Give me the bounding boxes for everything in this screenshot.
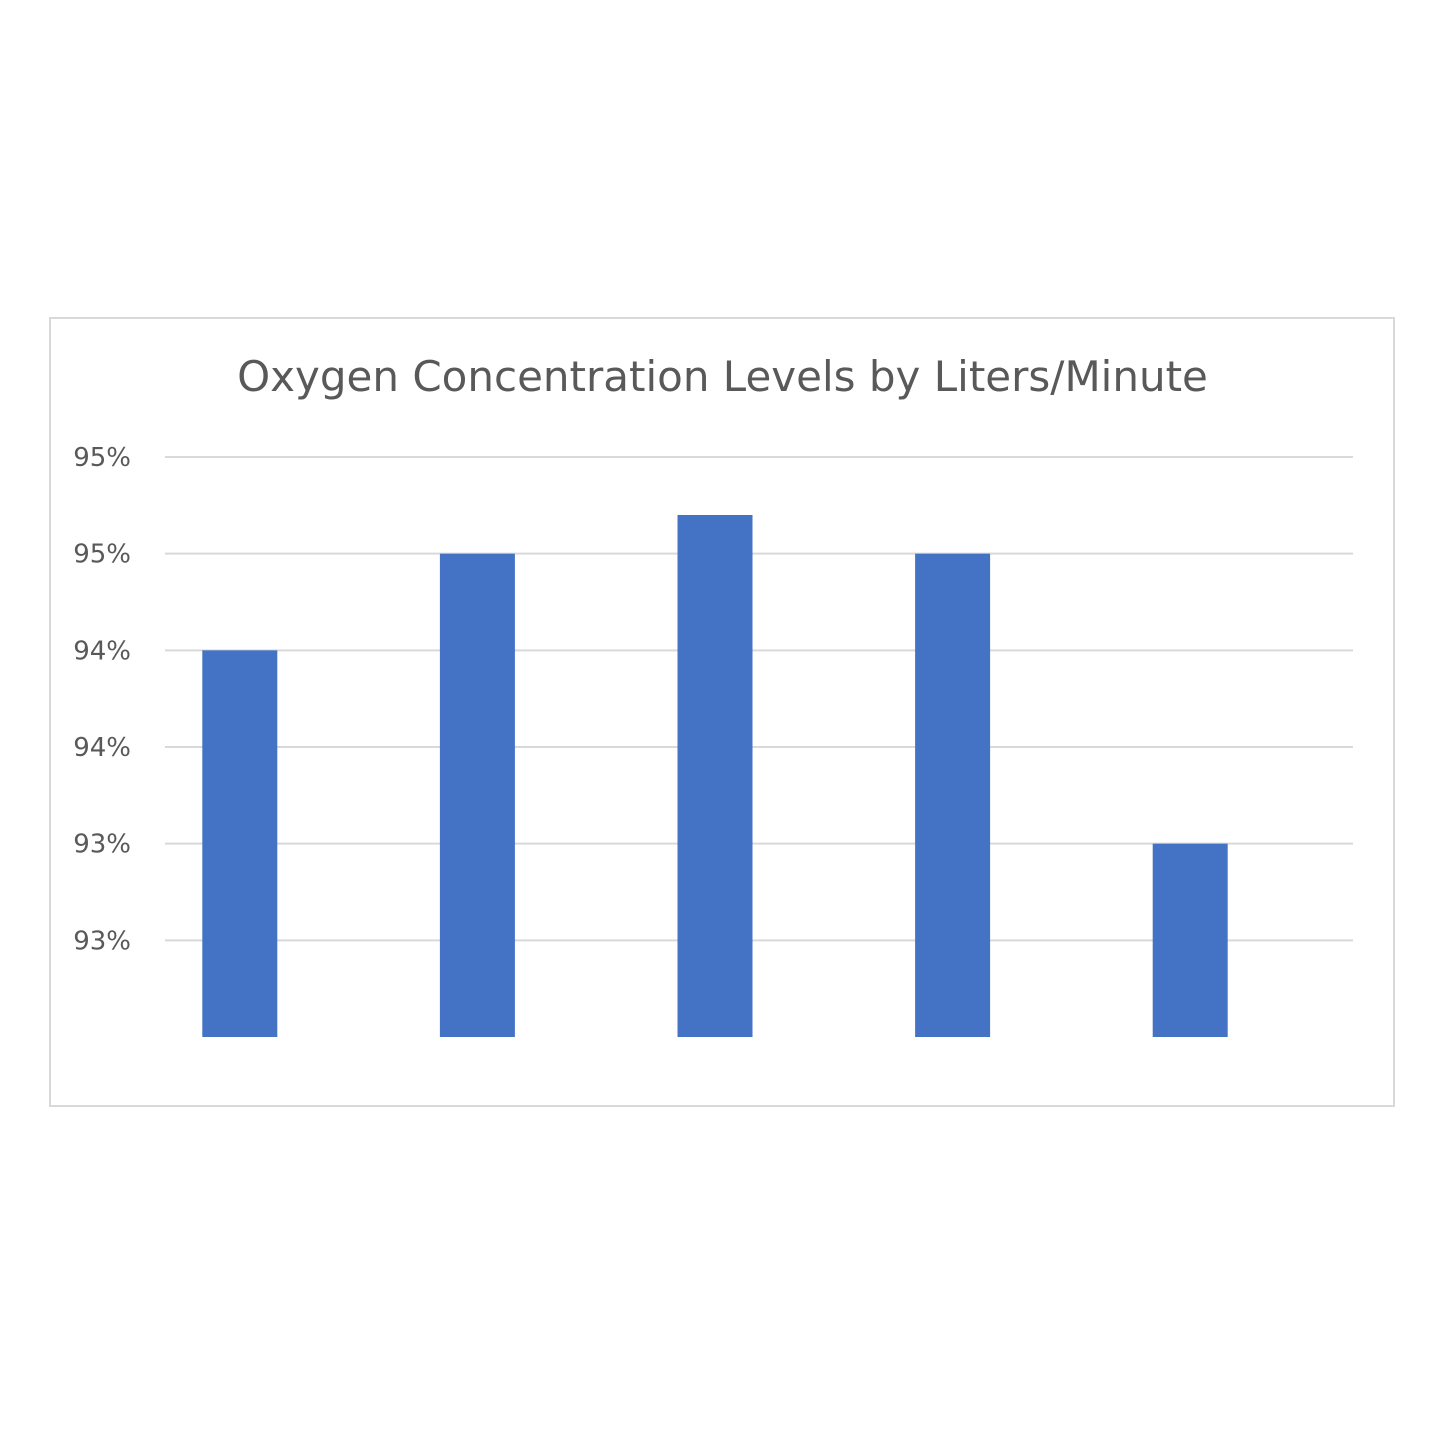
bar	[915, 553, 991, 1037]
bar	[439, 553, 515, 1037]
bars	[202, 515, 1228, 1037]
bar	[202, 650, 278, 1037]
y-tick-label: 95%	[73, 443, 131, 473]
y-tick-label: 94%	[73, 733, 131, 763]
y-tick-label: 93%	[73, 830, 131, 860]
y-tick-label: 93%	[73, 926, 131, 956]
bar	[1152, 843, 1228, 1037]
bar	[677, 515, 753, 1037]
gridlines	[165, 456, 1353, 942]
y-axis-ticks: 93% 93% 94% 94% 95% 95%	[73, 443, 131, 956]
y-tick-label: 95%	[73, 540, 131, 570]
chart-title: Oxygen Concentration Levels by Liters/Mi…	[237, 352, 1208, 401]
y-tick-label: 94%	[73, 636, 131, 666]
